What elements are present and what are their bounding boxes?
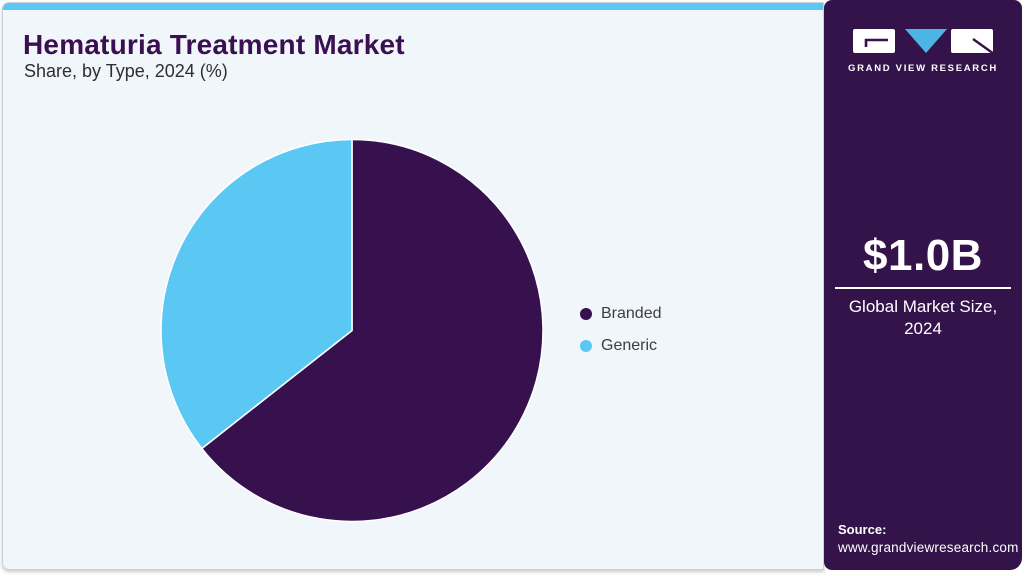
gvr-chart-card: Hematuria Treatment Market Share, by Typ…	[2, 2, 824, 570]
pie-slice-generic	[160, 138, 353, 450]
gvr-logo-text: GRAND VIEW RESEARCH	[847, 63, 998, 74]
legend-dot-generic	[580, 340, 592, 352]
brand-sidebar: GRAND VIEW RESEARCH $1.0B Global Market …	[824, 0, 1022, 570]
legend-label-generic: Generic	[601, 337, 658, 354]
page-title: Hematuria Treatment Market	[23, 29, 405, 60]
chart-legend: Branded Generic	[580, 305, 662, 369]
market-size-label-line2: 2024	[904, 319, 942, 339]
market-size-block: $1.0B Global Market Size, 2024	[824, 234, 1022, 341]
legend-label-branded: Branded	[601, 305, 662, 322]
top-accent-bar	[3, 3, 823, 10]
pie-chart-svg	[160, 138, 544, 523]
source-label: Source:	[838, 522, 887, 537]
market-size-value: $1.0B	[863, 231, 983, 280]
legend-item-generic: Generic	[580, 337, 662, 355]
page-subtitle: Share, by Type, 2024 (%)	[24, 61, 228, 81]
pie-slice-branded	[201, 138, 544, 523]
market-size-label: Global Market Size, 2024	[824, 296, 1022, 341]
pie-chart	[151, 129, 553, 532]
gvr-logo: GRAND VIEW RESEARCH	[824, 27, 1022, 74]
market-size-label-line1: Global Market Size,	[848, 297, 998, 316]
gvr-logo-icon	[853, 29, 995, 55]
source-block: Source: www.grandviewresearch.com	[838, 522, 1019, 555]
legend-dot-branded	[580, 308, 592, 320]
legend-item-branded: Branded	[580, 305, 662, 323]
market-size-divider	[835, 287, 1011, 289]
source-url: www.grandviewresearch.com	[838, 540, 1019, 555]
